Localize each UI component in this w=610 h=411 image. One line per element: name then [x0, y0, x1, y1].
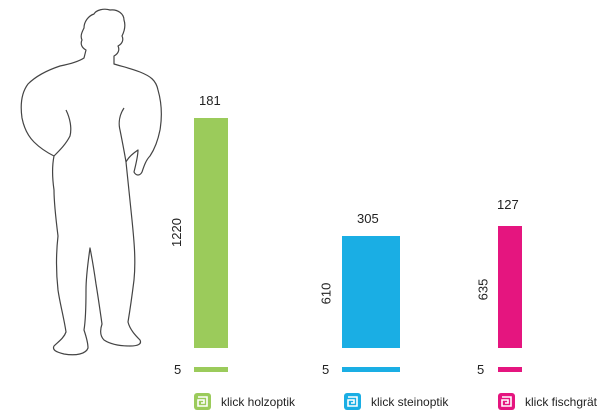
width-label-stein: 305 [357, 211, 379, 226]
legend-item-stein: klick steinoptik [344, 393, 448, 410]
plank-stein [342, 236, 400, 348]
thickness-label-fisch: 5 [477, 362, 485, 377]
plank-fisch [498, 226, 522, 348]
legend-label-fisch: klick fischgrät [525, 394, 598, 409]
thickness-label-stein: 5 [322, 362, 330, 377]
legend-item-holz: klick holzoptik [194, 393, 295, 410]
click-logo-icon [194, 393, 211, 410]
thickness-bar-fisch [498, 367, 522, 372]
legend-item-fisch: klick fischgrät [498, 393, 597, 410]
legend-label-stein: klick steinoptik [371, 394, 449, 409]
length-label-fisch: 635 [475, 278, 491, 301]
thickness-bar-holz [194, 367, 228, 372]
click-logo-icon [344, 393, 361, 410]
human-silhouette-icon [20, 8, 162, 356]
length-label-stein: 610 [318, 282, 334, 305]
legend-label-holz: klick holzoptik [221, 394, 296, 409]
click-logo-icon [498, 393, 515, 410]
thickness-label-holz: 5 [174, 362, 182, 377]
length-label-holz: 1220 [168, 218, 184, 247]
width-label-fisch: 127 [497, 197, 519, 212]
thickness-bar-stein [342, 367, 400, 372]
plank-holz [194, 118, 228, 348]
width-label-holz: 181 [199, 93, 221, 108]
